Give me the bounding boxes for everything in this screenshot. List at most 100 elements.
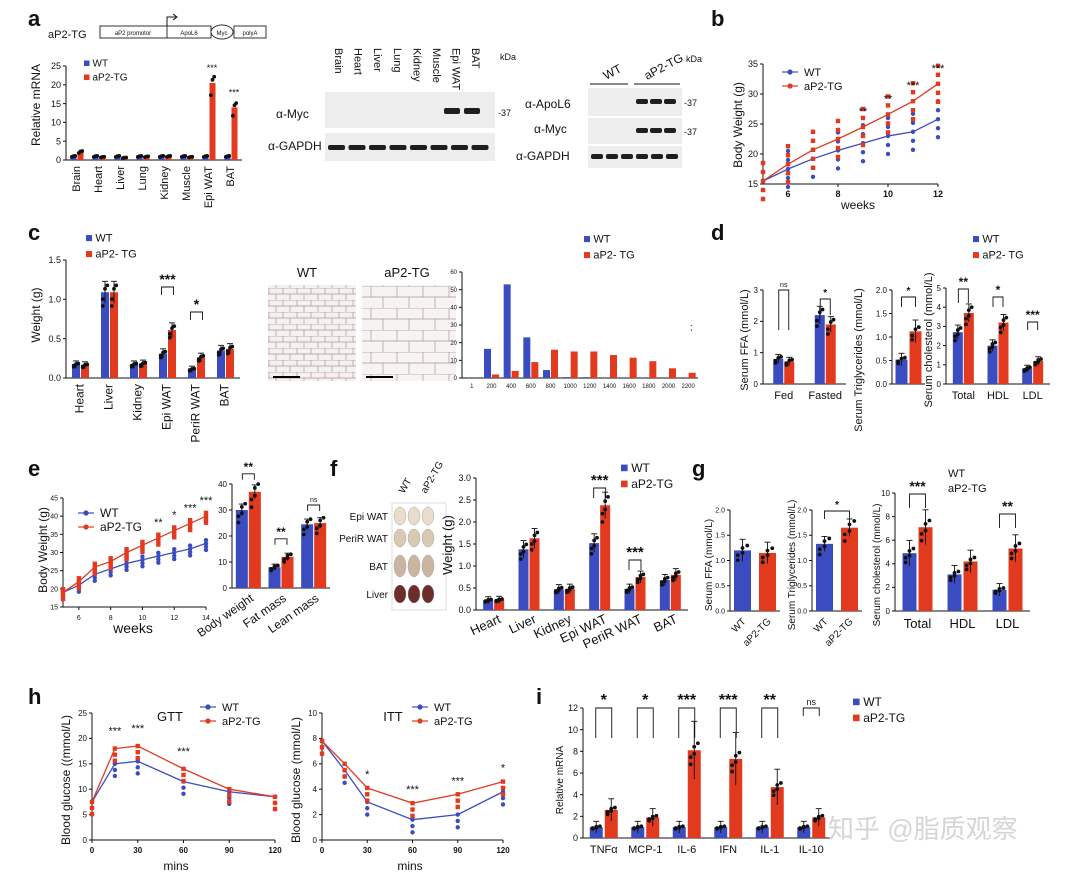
data-point — [187, 524, 193, 529]
data-dot — [589, 551, 594, 556]
bar-WT — [136, 156, 143, 160]
data-dot — [318, 518, 323, 523]
data-dot — [760, 560, 765, 565]
photo-label: WT — [397, 477, 414, 496]
g-ffa-tick-label: 0.0 — [715, 608, 725, 615]
sig-bracket — [992, 296, 1004, 307]
data-dot — [167, 335, 172, 340]
series-line-WT — [62, 542, 207, 594]
bar-aP2- TG — [168, 330, 176, 378]
data-dot — [570, 585, 575, 590]
tissue-sample — [393, 528, 407, 548]
data-point — [172, 525, 177, 530]
data-dot — [236, 514, 241, 519]
data-dot — [163, 349, 168, 354]
construct-title: aP2-TG — [48, 29, 87, 41]
y-axis-title: Serum FFA (mmol/L) — [704, 519, 715, 611]
sig-label: *** — [909, 478, 926, 494]
data-point — [140, 560, 145, 566]
data-dot — [172, 324, 177, 329]
tissue-sample — [421, 506, 435, 526]
g-chol-tick-label: 10 — [881, 489, 890, 498]
legend-marker-1 — [787, 83, 793, 89]
data-dot — [815, 318, 819, 323]
sig-bracket — [957, 288, 969, 303]
sig-label: *** — [159, 271, 176, 287]
b-tick-label: 15 — [748, 179, 758, 189]
data-point — [203, 517, 209, 522]
data-dot — [234, 101, 239, 106]
data-point — [785, 175, 791, 181]
x-tick-label: 6 — [785, 189, 790, 199]
data-dot — [798, 826, 803, 830]
g-tg-tick-label: 0.0 — [797, 608, 807, 615]
data-dot — [603, 499, 608, 503]
band-myc — [444, 108, 460, 114]
data-point — [187, 527, 193, 533]
data-dot — [662, 579, 667, 584]
data-dot — [828, 320, 833, 324]
data-dot — [956, 569, 961, 574]
a-mrna-tick-label: 10 — [51, 118, 61, 128]
c-weight-tick-label: 0.5 — [48, 334, 61, 344]
data-dot — [740, 550, 745, 555]
lane-label: BAT — [469, 48, 481, 69]
data-dot — [1013, 544, 1018, 548]
panel-c-weight: WT aP2- TG Weight (g) 0.0 0.5 1.0 1.5 Heart Live… — [29, 233, 240, 443]
data-point — [135, 771, 140, 776]
data-point — [92, 571, 97, 576]
data-point — [112, 767, 118, 773]
data-dot — [966, 313, 971, 318]
data-dot — [902, 355, 907, 360]
data-dot — [252, 493, 257, 498]
category-label: aP2-TG — [823, 616, 856, 649]
data-dot — [778, 781, 783, 785]
lane-label: Muscle — [430, 48, 442, 83]
data-dot — [990, 345, 995, 350]
a-mrna-tick-label: 5 — [56, 136, 61, 146]
bar-WT — [992, 589, 1007, 611]
data-dot — [494, 598, 499, 603]
data-point — [935, 63, 941, 68]
data-point — [203, 547, 209, 553]
tissue-sample — [407, 584, 421, 604]
data-point — [108, 556, 113, 561]
category-label: 600 — [526, 384, 537, 390]
legend-marker-0 — [787, 69, 793, 75]
bar-WT — [101, 292, 109, 378]
sig-label: * — [996, 283, 1001, 297]
data-point — [885, 103, 891, 108]
data-dot — [225, 349, 230, 354]
e-bar-tick-label: 40 — [218, 480, 227, 489]
data-dot — [779, 355, 783, 359]
legend-label-0: WT — [434, 702, 451, 714]
lane-label: aP2-TG — [642, 51, 686, 83]
data-dot — [775, 787, 780, 792]
category-label: HDL — [987, 390, 1009, 402]
data-dot — [955, 332, 960, 337]
data-point — [181, 791, 186, 796]
mw-marker: -37 — [684, 98, 697, 108]
data-point — [885, 142, 891, 148]
bar-WT — [902, 553, 917, 611]
data-dot — [770, 546, 775, 551]
bar-aP2- TG — [998, 322, 1009, 384]
data-dot — [722, 824, 727, 829]
bar-WT — [518, 549, 529, 610]
panel-letter-e: e — [28, 456, 40, 481]
data-point — [455, 812, 460, 817]
kda-label: kDa — [686, 54, 702, 64]
data-dot — [605, 810, 610, 814]
data-dot — [183, 154, 188, 158]
data-dot — [603, 507, 608, 512]
data-point — [319, 745, 325, 750]
bar-aP2- TG — [825, 324, 836, 384]
data-point — [810, 174, 816, 179]
data-point — [785, 166, 791, 172]
i-tick-label: 2 — [573, 811, 578, 821]
d-chol-tick-label: 3 — [937, 322, 942, 331]
data-point — [860, 150, 866, 155]
x-tick-label: 6 — [77, 615, 81, 622]
band-gapdh — [369, 145, 386, 150]
